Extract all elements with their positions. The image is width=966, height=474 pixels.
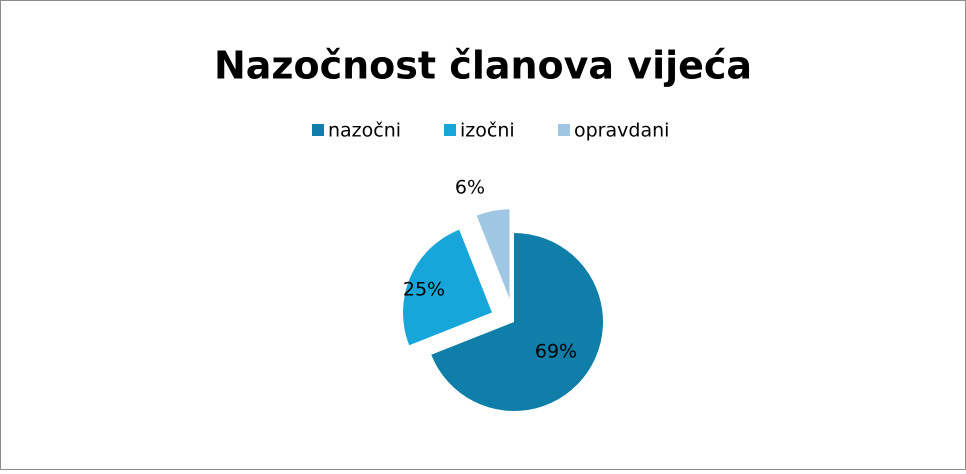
- legend-label: izočni: [460, 120, 515, 142]
- legend-label: opravdani: [574, 120, 669, 142]
- legend-swatch: [558, 124, 570, 136]
- pie-slice: [476, 209, 510, 299]
- legend-swatch: [312, 124, 324, 136]
- data-label: 69%: [535, 341, 577, 363]
- chart-title: Nazočnost članova vijeća: [214, 44, 752, 88]
- pie-slice: [431, 233, 603, 411]
- data-label: 25%: [403, 279, 445, 301]
- data-label: 6%: [455, 177, 485, 199]
- pie-slice: [402, 229, 492, 346]
- legend-swatch: [444, 124, 456, 136]
- legend-label: nazočni: [328, 120, 401, 142]
